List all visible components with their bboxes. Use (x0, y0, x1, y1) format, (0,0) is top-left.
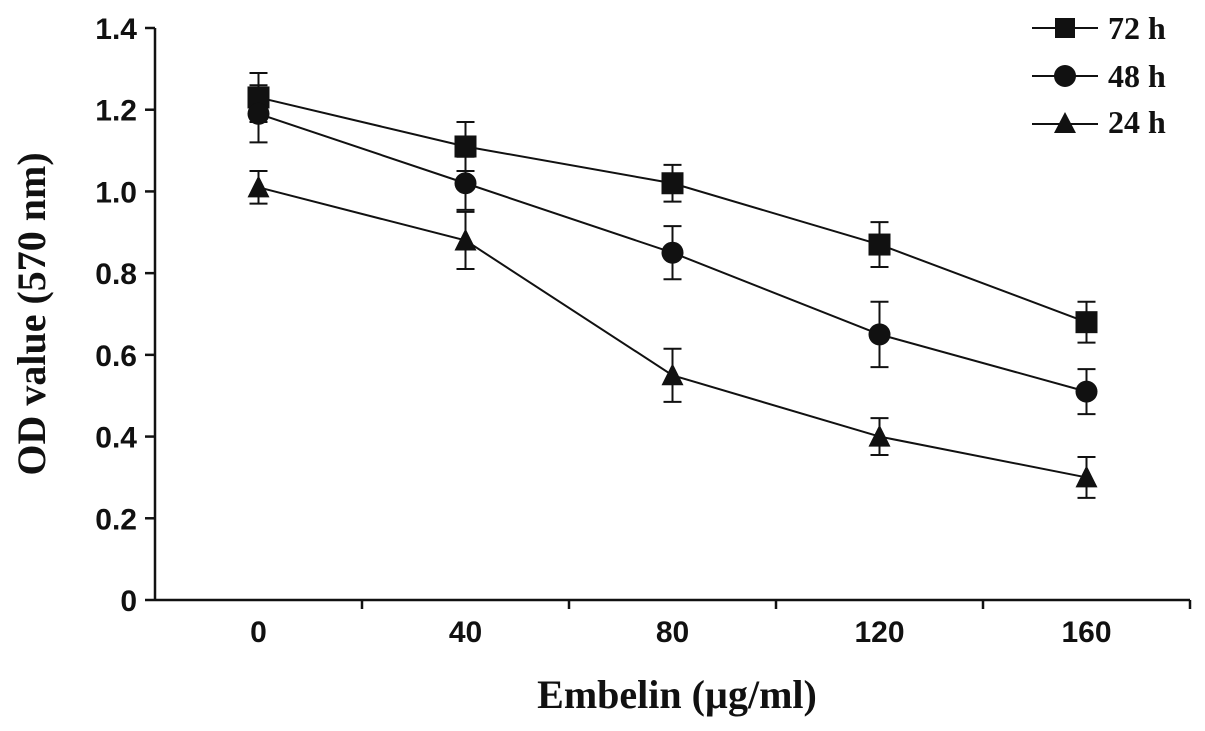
x-axis-ticks: 0 40 80 120 160 (250, 600, 1192, 649)
x-axis-title: Embelin (µg/ml) (537, 672, 817, 717)
y-tick-label: 0.4 (95, 422, 137, 455)
y-axis-title: OD value (570 nm) (9, 152, 54, 475)
x-tick-label: 120 (854, 616, 904, 649)
data-point-circle (247, 102, 270, 125)
data-point-circle (868, 323, 891, 346)
data-point-square (868, 233, 891, 256)
data-point-circle (661, 241, 684, 264)
series-line (258, 96, 1087, 324)
y-tick-label: 1.4 (95, 13, 137, 46)
legend-marker-square-icon (1055, 18, 1075, 38)
y-tick-label: 0.2 (95, 503, 137, 536)
data-point-triangle (1075, 465, 1098, 488)
data-point-square (454, 135, 477, 158)
data-point-triangle (247, 175, 270, 198)
series-24h (247, 170, 1098, 499)
legend-item-24h: 24 h (1032, 104, 1166, 140)
data-point-square (661, 172, 684, 195)
legend-marker-triangle-icon (1054, 112, 1076, 133)
x-tick-label: 0 (250, 616, 267, 649)
data-point-triangle (661, 363, 684, 386)
legend-marker-circle-icon (1054, 65, 1076, 87)
plot-area: 0 0.2 0.4 0.6 0.8 1.0 1.2 1.4 0 40 80 120 160 (95, 13, 1192, 649)
legend: 72 h 48 h 24 h (1032, 10, 1166, 140)
series-72h (247, 71, 1098, 344)
x-tick-label: 40 (449, 616, 482, 649)
y-tick-label: 0 (120, 585, 137, 618)
legend-label-48h: 48 h (1108, 58, 1166, 94)
y-tick-label: 1.0 (95, 176, 137, 209)
x-tick-label: 80 (656, 616, 689, 649)
legend-label-24h: 24 h (1108, 104, 1166, 140)
y-tick-label: 0.6 (95, 340, 137, 373)
data-point-triangle (868, 424, 891, 447)
legend-item-48h: 48 h (1032, 58, 1166, 94)
legend-label-72h: 72 h (1108, 10, 1166, 46)
data-point-square (1075, 311, 1098, 334)
series-layer (247, 71, 1098, 499)
y-axis-ticks: 0 0.2 0.4 0.6 0.8 1.0 1.2 1.4 (95, 13, 155, 618)
data-point-circle (454, 172, 477, 195)
y-tick-label: 1.2 (95, 95, 137, 128)
y-tick-label: 0.8 (95, 258, 137, 291)
data-point-triangle (454, 228, 477, 251)
x-tick-label: 160 (1061, 616, 1111, 649)
legend-item-72h: 72 h (1032, 10, 1166, 46)
series-48h (247, 84, 1098, 416)
data-point-circle (1075, 380, 1098, 403)
